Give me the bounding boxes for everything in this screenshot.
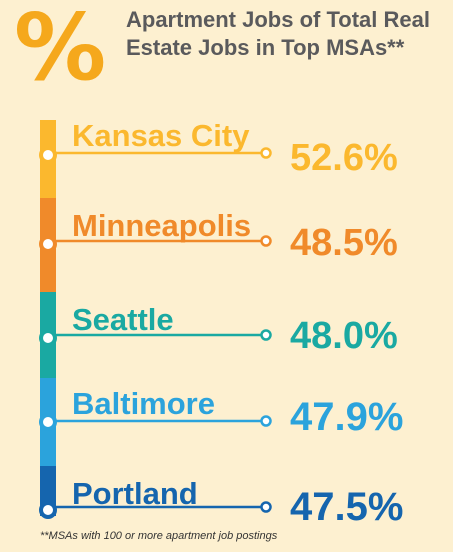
endpoint-kansas-city [260,147,272,159]
vertical-bar [40,120,56,516]
node-seattle [39,329,57,347]
city-label-portland: Portland [72,476,198,511]
endpoint-seattle [260,329,272,341]
city-label-seattle: Seattle [72,302,174,337]
node-baltimore [39,413,57,431]
endpoint-minneapolis [260,235,272,247]
value-label-minneapolis: 48.5% [290,222,398,264]
endpoint-portland [260,501,272,513]
node-minneapolis [39,235,57,253]
endpoint-baltimore [260,415,272,427]
percent-symbol: % [14,0,107,101]
city-label-baltimore: Baltimore [72,386,215,421]
city-label-minneapolis: Minneapolis [72,208,251,243]
value-label-portland: 47.5% [290,485,403,529]
node-portland [39,501,57,519]
footnote: **MSAs with 100 or more apartment job po… [40,530,278,542]
value-label-baltimore: 47.9% [290,395,403,439]
node-kansas-city [39,146,57,164]
value-label-kansas-city: 52.6% [290,137,398,179]
value-label-seattle: 48.0% [290,315,398,357]
chart-title: Apartment Jobs of Total Real Estate Jobs… [126,7,430,60]
city-label-kansas-city: Kansas City [72,118,250,153]
